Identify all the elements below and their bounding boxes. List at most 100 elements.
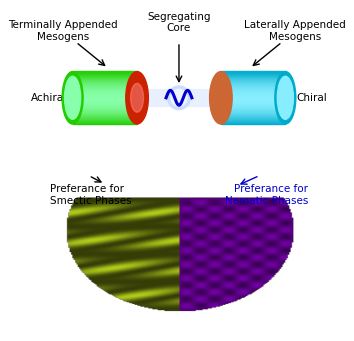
- Bar: [221, 74, 285, 75]
- Bar: [221, 86, 285, 87]
- Bar: [73, 90, 137, 91]
- Bar: [73, 81, 137, 82]
- Bar: [73, 91, 137, 92]
- Bar: [221, 77, 285, 78]
- Bar: [73, 98, 137, 99]
- Bar: [73, 100, 137, 101]
- Bar: [73, 83, 137, 84]
- Bar: [73, 99, 137, 100]
- Bar: [73, 74, 137, 75]
- Bar: [73, 79, 137, 80]
- Text: Segregating
Core: Segregating Core: [147, 12, 211, 33]
- Bar: [221, 101, 285, 102]
- Bar: [221, 101, 285, 102]
- Bar: [221, 118, 285, 119]
- Bar: [73, 94, 137, 95]
- Bar: [221, 105, 285, 106]
- Bar: [221, 83, 285, 84]
- Bar: [221, 82, 285, 83]
- Bar: [73, 120, 137, 121]
- Bar: [221, 91, 285, 92]
- Bar: [221, 105, 285, 106]
- Bar: [221, 116, 285, 117]
- Bar: [221, 123, 285, 124]
- Bar: [73, 101, 137, 102]
- Bar: [73, 122, 137, 123]
- Bar: [73, 109, 137, 110]
- Text: Preferance for
Nematic Phases: Preferance for Nematic Phases: [224, 184, 308, 206]
- Bar: [73, 93, 137, 94]
- Bar: [221, 118, 285, 119]
- Ellipse shape: [131, 83, 143, 112]
- Bar: [73, 113, 137, 114]
- Bar: [221, 79, 285, 80]
- Bar: [73, 88, 137, 89]
- Text: Preferance for
Smectic Phases: Preferance for Smectic Phases: [50, 184, 132, 206]
- Bar: [73, 116, 137, 117]
- Bar: [221, 111, 285, 112]
- Bar: [221, 85, 285, 86]
- Bar: [221, 104, 285, 105]
- Bar: [73, 97, 137, 98]
- Bar: [73, 113, 137, 114]
- Bar: [221, 119, 285, 120]
- Bar: [73, 107, 137, 108]
- Bar: [73, 118, 137, 119]
- Bar: [221, 80, 285, 81]
- Bar: [73, 77, 137, 78]
- Bar: [221, 106, 285, 107]
- Bar: [73, 107, 137, 108]
- Bar: [73, 108, 137, 109]
- Bar: [221, 93, 285, 94]
- Bar: [221, 113, 285, 114]
- Bar: [73, 75, 137, 76]
- Bar: [221, 88, 285, 89]
- Bar: [73, 73, 137, 74]
- Bar: [221, 103, 285, 104]
- Bar: [221, 80, 285, 81]
- Bar: [221, 98, 285, 99]
- Bar: [73, 80, 137, 81]
- Bar: [73, 104, 137, 105]
- Bar: [73, 78, 137, 79]
- Bar: [221, 84, 285, 85]
- Bar: [221, 87, 285, 88]
- Bar: [221, 115, 285, 116]
- Bar: [73, 73, 137, 74]
- Bar: [221, 103, 285, 104]
- Bar: [221, 96, 285, 97]
- Bar: [221, 120, 285, 121]
- Bar: [73, 98, 137, 99]
- Bar: [221, 78, 285, 79]
- Bar: [221, 74, 285, 75]
- Bar: [221, 122, 285, 123]
- Bar: [73, 93, 137, 94]
- Bar: [221, 114, 285, 115]
- Bar: [73, 71, 137, 72]
- Bar: [221, 72, 285, 73]
- Bar: [221, 113, 285, 114]
- Ellipse shape: [126, 72, 148, 124]
- Bar: [221, 107, 285, 108]
- Bar: [73, 86, 137, 87]
- Bar: [221, 117, 285, 118]
- Bar: [73, 123, 137, 124]
- Bar: [221, 89, 285, 90]
- Bar: [73, 85, 137, 86]
- Bar: [73, 89, 137, 90]
- Bar: [73, 121, 137, 122]
- Ellipse shape: [277, 76, 293, 119]
- Bar: [221, 110, 285, 112]
- Bar: [73, 111, 137, 112]
- Bar: [221, 102, 285, 103]
- Bar: [221, 73, 285, 74]
- Bar: [73, 72, 137, 73]
- Ellipse shape: [62, 72, 83, 124]
- Bar: [221, 121, 285, 122]
- Bar: [73, 108, 137, 109]
- Bar: [221, 115, 285, 116]
- Bar: [221, 108, 285, 109]
- Bar: [73, 118, 137, 119]
- Text: Chiral: Chiral: [297, 93, 327, 103]
- Bar: [73, 117, 137, 118]
